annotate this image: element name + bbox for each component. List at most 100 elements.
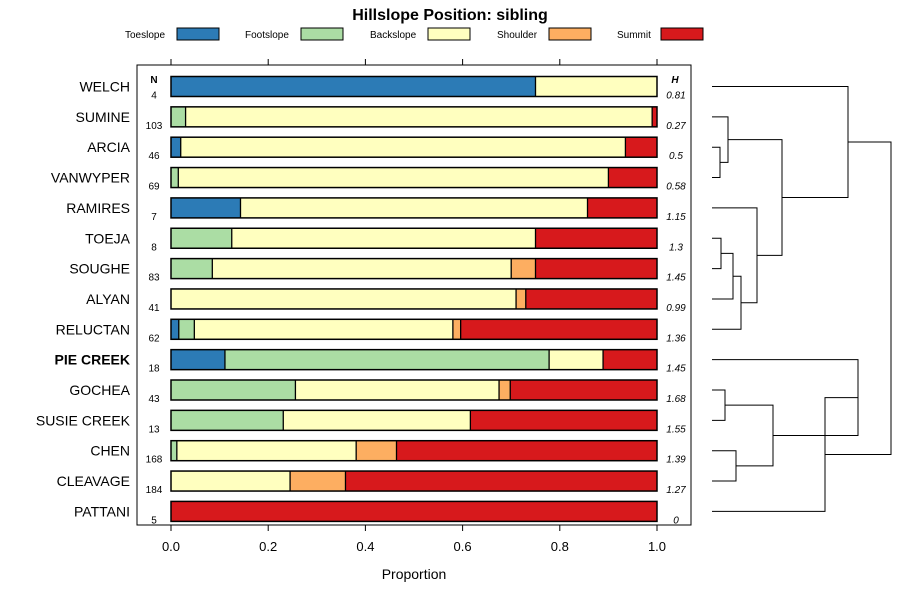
- row-label-reluctan: RELUCTAN: [56, 321, 130, 337]
- row-label-gochea: GOCHEA: [69, 382, 130, 398]
- row-label-pie-creek: PIE CREEK: [55, 352, 130, 368]
- bar-segment-susie-creek-summit: [470, 410, 657, 431]
- bar-segment-gochea-backslope: [295, 380, 500, 400]
- row-sumine: SUMINE 103 0.27: [76, 106, 686, 132]
- bar-segment-cleavage-summit: [345, 471, 657, 492]
- row-label-cleavage: CLEAVAGE: [57, 473, 130, 489]
- n-value-reluctan: 62: [148, 333, 160, 344]
- dendrogram-link: [712, 146, 721, 179]
- row-susie-creek: SUSIE CREEK 13 1.55: [36, 409, 686, 435]
- bar-segment-sumine-backslope: [185, 106, 653, 127]
- n-value-vanwyper: 69: [148, 182, 160, 193]
- h-value-welch: 0.81: [666, 91, 685, 102]
- row-arcia: ARCIA 46 0.5: [87, 136, 683, 162]
- h-value-toeja: 1.3: [669, 242, 683, 253]
- bar-segment-gochea-footslope: [171, 380, 296, 400]
- row-label-sumine: SUMINE: [76, 109, 130, 125]
- bar-segment-soughe-summit: [535, 258, 657, 279]
- legend-swatch-summit: [660, 27, 704, 41]
- legend-label-summit: Summit: [617, 30, 651, 41]
- bar-outline-pattani: [170, 500, 658, 523]
- bar-outline-cleavage: [170, 470, 658, 492]
- row-cleavage: CLEAVAGE 184 1.27: [57, 470, 686, 496]
- row-ramires: RAMIRES 7 1.15: [66, 197, 686, 223]
- dendrogram-link: [712, 275, 742, 330]
- bar-outline-toeja: [170, 227, 658, 249]
- bar-segment-soughe-backslope: [212, 258, 512, 279]
- bar-segment-chen-shoulder: [356, 440, 397, 461]
- x-tick-label: 0.0: [162, 539, 180, 554]
- n-value-sumine: 103: [146, 121, 163, 132]
- row-pie-creek: PIE CREEK 18 1.45: [55, 348, 686, 375]
- x-tick-label: 0.8: [551, 539, 569, 554]
- bar-segment-chen-backslope: [176, 440, 357, 461]
- bar-segment-sumine-summit: [652, 106, 657, 127]
- row-alyan: ALYAN 41 0.99: [86, 288, 686, 314]
- legend-swatch-backslope: [427, 27, 471, 41]
- row-label-welch: WELCH: [79, 79, 130, 95]
- bar-segment-reluctan-shoulder: [452, 319, 461, 340]
- bar-segment-arcia-backslope: [180, 137, 626, 158]
- row-chen: CHEN 168 1.39: [90, 439, 686, 466]
- dendrogram-link: [712, 450, 737, 482]
- bar-segment-arcia-summit: [625, 137, 657, 158]
- bar-outline-reluctan: [170, 318, 658, 341]
- h-column-header: H: [671, 75, 679, 86]
- n-value-chen: 168: [146, 455, 163, 466]
- dendrogram-link: [712, 389, 726, 421]
- bar-outline-alyan: [170, 288, 658, 310]
- legend-swatch-shoulder: [548, 27, 592, 41]
- x-tick-label: 0.4: [356, 539, 374, 554]
- bar-outline-ramires: [170, 197, 658, 219]
- x-tick-label: 1.0: [648, 539, 666, 554]
- h-value-alyan: 0.99: [666, 303, 686, 314]
- dendrogram-link: [712, 252, 734, 300]
- n-value-susie-creek: 13: [148, 424, 160, 435]
- bar-segment-vanwyper-footslope: [171, 167, 179, 188]
- x-tick-label: 0.6: [454, 539, 472, 554]
- bar-segment-pattani-summit: [171, 501, 657, 522]
- bar-segment-reluctan-toeslope: [171, 319, 179, 340]
- n-value-alyan: 41: [148, 303, 160, 314]
- legend-label-shoulder: Shoulder: [497, 30, 538, 41]
- bar-outline-soughe: [170, 257, 658, 280]
- chart-title: Hillslope Position: sibling: [352, 7, 548, 24]
- dendrogram-link: [728, 139, 783, 256]
- h-value-cleavage: 1.27: [666, 485, 686, 496]
- row-label-alyan: ALYAN: [86, 291, 130, 307]
- bar-segment-chen-footslope: [171, 440, 177, 461]
- legend-swatch-toeslope: [176, 27, 220, 41]
- row-label-toeja: TOEJA: [85, 230, 131, 246]
- bar-segment-susie-creek-backslope: [283, 410, 471, 431]
- dendrogram-link: [712, 237, 722, 270]
- dendrogram-link: [725, 404, 774, 467]
- bar-outline-pie-creek: [170, 348, 658, 371]
- row-pattani: PATTANI 5 0: [74, 500, 679, 526]
- bar-segment-cleavage-backslope: [171, 471, 291, 492]
- x-axis: 0.0 0.2 0.4 0.6 0.8 1.0: [162, 59, 666, 554]
- row-welch: WELCH 4 0.81: [79, 75, 686, 102]
- legend-label-footslope: Footslope: [245, 30, 289, 41]
- h-value-gochea: 1.68: [666, 394, 686, 405]
- n-value-soughe: 83: [148, 273, 160, 284]
- n-value-gochea: 43: [148, 394, 160, 405]
- bar-segment-toeja-footslope: [171, 228, 232, 249]
- bar-segment-reluctan-summit: [460, 319, 657, 340]
- dendrogram: [712, 86, 892, 512]
- h-value-soughe: 1.45: [666, 273, 686, 284]
- bar-segment-reluctan-backslope: [194, 319, 453, 340]
- row-label-ramires: RAMIRES: [66, 200, 130, 216]
- h-value-sumine: 0.27: [666, 121, 686, 132]
- row-reluctan: RELUCTAN 62 1.36: [56, 318, 686, 344]
- h-value-arcia: 0.5: [669, 151, 683, 162]
- row-label-vanwyper: VANWYPER: [51, 170, 130, 186]
- bar-outline-vanwyper: [170, 166, 658, 189]
- bar-segment-pie-creek-summit: [603, 349, 657, 370]
- bar-segment-soughe-shoulder: [511, 258, 536, 279]
- bar-segment-alyan-shoulder: [516, 288, 526, 309]
- bar-outline-chen: [170, 439, 658, 462]
- bar-segment-soughe-footslope: [171, 258, 213, 279]
- h-value-ramires: 1.15: [666, 212, 686, 223]
- h-value-pie-creek: 1.45: [666, 364, 686, 375]
